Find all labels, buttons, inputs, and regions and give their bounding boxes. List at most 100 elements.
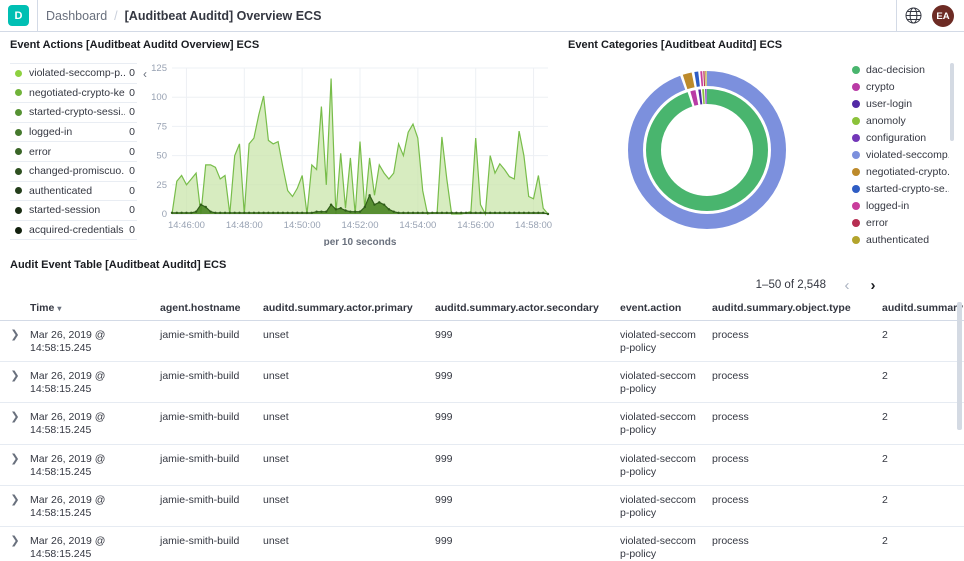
cell-hostname: jamie-smith-build [160, 534, 240, 547]
table-scrollbar[interactable] [957, 302, 962, 430]
legend-value: 0 [129, 204, 135, 217]
sort-desc-icon: ▾ [57, 304, 62, 313]
legend-swatch-icon [852, 218, 860, 227]
legend-swatch-icon [15, 69, 22, 77]
legend-item[interactable]: violated-seccomp-p... 0 [10, 64, 137, 84]
legend-item[interactable]: user-login [852, 95, 949, 112]
legend-scrollbar[interactable] [950, 63, 954, 141]
cell-object-type: process [712, 493, 749, 506]
svg-text:125: 125 [151, 63, 167, 74]
pagination-prev-icon[interactable]: ‹ [834, 273, 860, 297]
legend-label: acquired-credentials [29, 224, 124, 237]
event-categories-donut-chart[interactable] [606, 49, 808, 256]
pagination-next-icon[interactable]: › [860, 273, 886, 297]
legend-swatch-icon [852, 99, 860, 108]
legend-item[interactable]: dac-decision [852, 61, 949, 78]
legend-swatch-icon [15, 128, 22, 136]
pagination-range-label: 1–50 of 2,548 [755, 279, 826, 291]
legend-item[interactable]: authenticated [852, 231, 949, 248]
legend-swatch-icon [852, 133, 860, 142]
cell-action: violated-seccomp-policy [620, 370, 696, 396]
column-header-agent.hostname[interactable]: agent.hostname [160, 302, 241, 314]
cell-time: Mar 26, 2019 @ 14:58:15.245 [30, 452, 106, 478]
legend-swatch-icon [15, 206, 22, 214]
legend-label: user-login [866, 97, 913, 110]
legend-item[interactable]: started-crypto-se... [852, 180, 949, 197]
legend-collapse-icon[interactable]: ‹ [143, 67, 147, 81]
cell-time: Mar 26, 2019 @ 14:58:15.245 [30, 534, 106, 560]
legend-swatch-icon [852, 65, 860, 74]
cell-summary: 2 [882, 493, 888, 506]
row-expand-icon[interactable]: ❯ [10, 328, 20, 341]
legend-item[interactable]: started-session 0 [10, 201, 137, 221]
legend-item[interactable]: started-crypto-sessi... 0 [10, 103, 137, 123]
legend-item[interactable]: logged-in [852, 197, 949, 214]
legend-swatch-icon [15, 226, 22, 234]
row-expand-icon[interactable]: ❯ [10, 451, 20, 465]
row-expand-icon[interactable]: ❯ [10, 492, 20, 506]
page-title: [Auditbeat Auditd] Overview ECS [124, 8, 322, 23]
legend-item[interactable]: crypto [852, 78, 949, 95]
table-row: ❯ Mar 26, 2019 @ 14:58:15.245 jamie-smith-… [0, 362, 964, 404]
cell-time: Mar 26, 2019 @ 14:58:15.245 [30, 370, 106, 396]
breadcrumb-dashboard[interactable]: Dashboard [46, 8, 108, 23]
row-expand-icon[interactable]: ❯ [10, 369, 20, 383]
cell-primary: unset [263, 452, 289, 465]
legend-swatch-icon [15, 89, 22, 97]
cell-primary: unset [263, 493, 289, 506]
svg-text:25: 25 [156, 180, 167, 191]
cell-action: violated-seccomp-policy [620, 411, 696, 437]
legend-swatch-icon [852, 116, 860, 125]
row-expand-icon[interactable]: ❯ [10, 533, 20, 547]
legend-label: error [866, 216, 889, 229]
legend-label: started-crypto-sessi... [29, 106, 126, 119]
legend-item[interactable]: acquired-credentials 0 [10, 221, 137, 241]
cell-object-type: process [712, 534, 749, 547]
row-expand-icon[interactable]: ❯ [10, 410, 20, 424]
svg-text:per 10 seconds: per 10 seconds [324, 237, 397, 246]
legend-label: crypto [866, 80, 895, 93]
cell-time: Mar 26, 2019 @ 14:58:15.245 [30, 329, 106, 354]
cell-time: Mar 26, 2019 @ 14:58:15.245 [30, 493, 106, 519]
app-logo-icon[interactable]: D [8, 5, 29, 26]
column-header-event.action[interactable]: event.action [620, 302, 682, 314]
svg-text:14:50:00: 14:50:00 [284, 220, 321, 231]
cell-summary: 2 [882, 534, 888, 547]
legend-item[interactable]: authenticated 0 [10, 182, 137, 202]
cell-secondary: 999 [435, 411, 453, 424]
legend-item[interactable]: anomoly [852, 112, 949, 129]
column-header-auditd.summary.object.type[interactable]: auditd.summary.object.type [712, 302, 851, 314]
column-header-auditd.summary.actor.primary[interactable]: auditd.summary.actor.primary [263, 302, 413, 314]
legend-swatch-icon [15, 108, 22, 116]
svg-text:14:48:00: 14:48:00 [226, 220, 263, 231]
legend-item[interactable]: configuration [852, 129, 949, 146]
cell-secondary: 999 [435, 534, 453, 547]
legend-item[interactable]: logged-in 0 [10, 123, 137, 143]
legend-item[interactable]: changed-promiscuo... 0 [10, 162, 137, 182]
legend-label: negotiated-crypto... [866, 165, 949, 178]
table-row: ❯ Mar 26, 2019 @ 14:58:15.245 jamie-smith-… [0, 445, 964, 486]
column-header-Time[interactable]: Time ▾ [30, 302, 62, 314]
legend-label: started-session [29, 204, 101, 217]
legend-item[interactable]: error [852, 214, 949, 231]
legend-item[interactable]: error 0 [10, 142, 137, 162]
event-actions-area-chart[interactable]: 14:46:00 14:48:00 14:50:00 14:52:00 14:54:00… [146, 56, 558, 251]
legend-item[interactable]: violated-seccomp... [852, 146, 949, 163]
column-header-auditd.summary.actor.secondary[interactable]: auditd.summary.actor.secondary [435, 302, 599, 314]
legend-value: 0 [129, 145, 135, 158]
globe-icon[interactable] [905, 7, 922, 24]
cell-hostname: jamie-smith-build [160, 411, 240, 424]
svg-text:14:52:00: 14:52:00 [342, 220, 379, 231]
legend-swatch-icon [852, 150, 860, 159]
cell-hostname: jamie-smith-build [160, 370, 240, 383]
column-header-auditd.summary[interactable]: auditd.summary [882, 302, 964, 314]
legend-item[interactable]: negotiated-crypto-key 0 [10, 84, 137, 104]
user-avatar[interactable]: EA [932, 5, 954, 27]
legend-item[interactable]: negotiated-crypto... [852, 163, 949, 180]
svg-text:14:58:00: 14:58:00 [515, 220, 552, 231]
svg-text:14:56:00: 14:56:00 [457, 220, 494, 231]
legend-value: 0 [129, 67, 135, 80]
cell-summary: 2 [882, 370, 888, 383]
cell-action: violated-seccomp-policy [620, 329, 696, 354]
cell-secondary: 999 [435, 329, 453, 341]
